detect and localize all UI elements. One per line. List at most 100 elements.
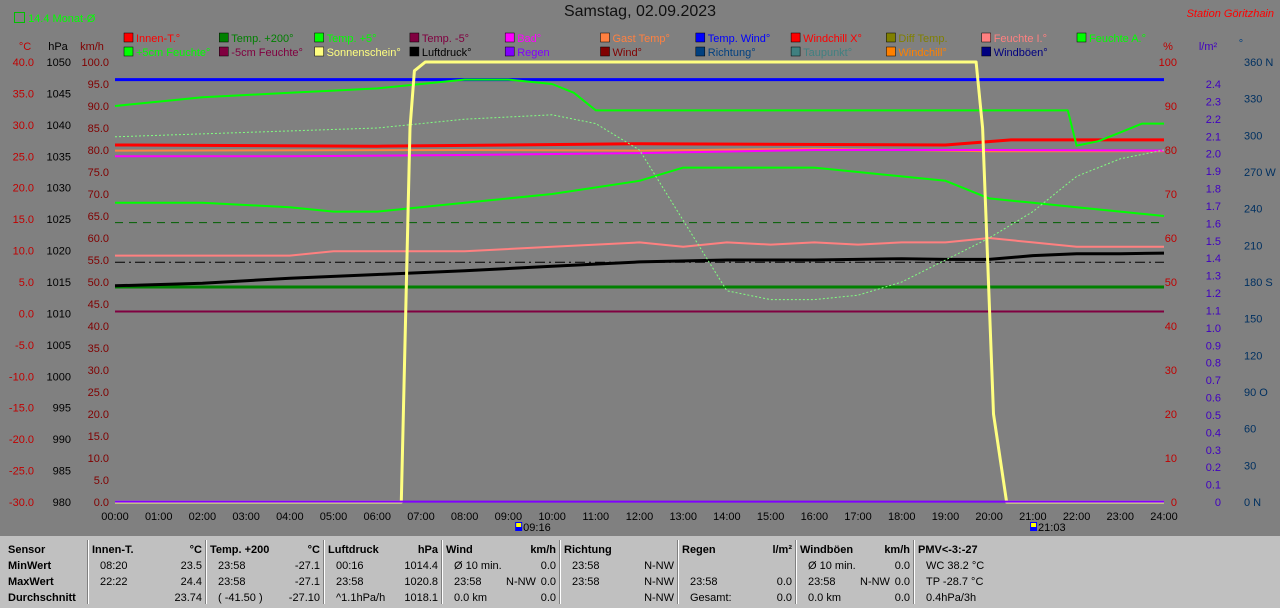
pct-tick: 100 <box>1159 57 1177 69</box>
legend-swatch <box>219 46 229 57</box>
time-tick: 23:00 <box>1107 511 1135 523</box>
footer-time: ^1.1hPa/h <box>336 592 386 604</box>
time-tick: 16:00 <box>801 511 829 523</box>
hpa-tick: 1035 <box>47 151 71 163</box>
axes: °C hPa km/h% l/m² ° 40.0 35.0 30.0 25.0 20.0 15.0 1… <box>9 38 1276 534</box>
footer-value: 0.0 <box>894 576 910 588</box>
temp-tick: 25.0 <box>13 151 34 163</box>
footer-value: 0.0 <box>540 560 556 572</box>
footer-block-title: Wind <box>446 544 473 556</box>
kmh-unit: km/h <box>80 41 104 53</box>
legend-label: Windchill° <box>898 47 946 59</box>
deg-tick: 360 N <box>1244 57 1273 69</box>
rain-tick: 0.8 <box>1206 358 1221 370</box>
footer-time: 0.0 km <box>808 592 842 604</box>
station-name: Station Göritzhain <box>1186 8 1274 20</box>
pct-tick: 70 <box>1165 189 1177 201</box>
temp-tick: 15.0 <box>13 214 34 226</box>
legend-label: Wind° <box>613 47 642 59</box>
legend-label: Temp. +200° <box>231 33 293 45</box>
hpa-tick: 1015 <box>47 277 71 289</box>
hpa-tick: 990 <box>53 434 71 446</box>
footer-separator <box>441 540 443 604</box>
sun-time-label: 09:16 <box>523 522 551 534</box>
rain-tick: 2.3 <box>1206 96 1221 108</box>
rain-tick: 2.0 <box>1206 149 1221 161</box>
footer-time: 00:16 <box>336 560 364 572</box>
deg-tick: 300 <box>1244 130 1262 142</box>
legend-swatch <box>314 46 324 57</box>
footer-value: 1018.1 <box>404 592 438 604</box>
footer-value: -27.10 <box>288 592 320 604</box>
kmh-tick: 45.0 <box>88 299 109 311</box>
rain-tick: 1.9 <box>1206 166 1221 178</box>
footer-block-title: Regen <box>682 544 716 556</box>
footer-value: N-NW <box>644 576 674 588</box>
checkbox-icon[interactable] <box>14 12 25 23</box>
footer-time: Gesamt: <box>690 592 732 604</box>
footer-time: 08:20 <box>100 560 128 572</box>
legend-label: -5cm Feuchte° <box>231 47 303 59</box>
legend-label: +5cm Feuchte° <box>136 47 210 59</box>
footer-time: 23:58 <box>454 576 482 588</box>
deg-tick: 150 <box>1244 314 1262 326</box>
time-tick: 10:00 <box>538 511 566 523</box>
legend-label: Richtung° <box>708 47 756 59</box>
kmh-tick: 30.0 <box>88 365 109 377</box>
legend-label: Diff Temp. <box>898 33 947 45</box>
footer-separator <box>205 540 207 604</box>
footer-value: 23.74 <box>174 592 202 604</box>
footer-value: 0.0 <box>894 592 910 604</box>
rain-tick: 1.3 <box>1206 271 1221 283</box>
footer-separator <box>87 540 89 604</box>
footer-separator <box>677 540 679 604</box>
footer-separator <box>913 540 915 604</box>
footer-block-unit: °C <box>189 544 202 556</box>
footer-time: WC 38.2 °C <box>926 560 985 572</box>
rain-tick: 0.1 <box>1206 480 1221 492</box>
deg-tick: 0 N <box>1244 497 1261 509</box>
series-line-taupunkt- <box>114 114 1165 301</box>
rain-tick: 0 <box>1215 497 1221 509</box>
time-tick: 13:00 <box>669 511 697 523</box>
kmh-tick: 100.0 <box>81 57 109 69</box>
sun-time-label: 21:03 <box>1038 522 1066 534</box>
rain-tick: 1.1 <box>1206 305 1221 317</box>
footer-direction: N-NW <box>860 576 890 588</box>
time-tick: 11:00 <box>582 511 609 523</box>
deg-tick: 120 <box>1244 350 1262 362</box>
legend-label: Bad° <box>517 33 541 45</box>
footer-separator <box>795 540 797 604</box>
time-tick: 05:00 <box>320 511 348 523</box>
hpa-tick: 1025 <box>47 214 71 226</box>
row-label: Durchschnitt <box>8 592 76 604</box>
footer-value: 23.5 <box>180 560 202 572</box>
legend-label: Feuchte A.° <box>1089 33 1146 45</box>
rain-tick: 1.8 <box>1206 184 1221 196</box>
page-title: Samstag, 02.09.2023 <box>563 3 717 20</box>
footer-time: TP -28.7 °C <box>926 576 984 588</box>
pct-tick: 80 <box>1165 145 1177 157</box>
kmh-tick: 10.0 <box>88 453 109 465</box>
rain-tick: 1.5 <box>1206 236 1221 248</box>
temp-tick: 0.0 <box>19 308 34 320</box>
kmh-tick: 0.0 <box>94 497 109 509</box>
footer-time: 23:58 <box>572 560 600 572</box>
hpa-tick: 1010 <box>47 308 71 320</box>
legend-label: Feuchte I.° <box>994 33 1047 45</box>
time-tick: 00:00 <box>101 511 129 523</box>
legend-label: Luftdruck° <box>422 47 472 59</box>
legend-label: Sonnenschein° <box>327 47 401 59</box>
legend-label: Windböen° <box>994 47 1048 59</box>
deg-tick: 30 <box>1244 460 1256 472</box>
legend-swatch <box>504 32 515 43</box>
footer-time: ( -41.50 ) <box>218 592 263 604</box>
footer-block-title: Richtung <box>564 544 612 556</box>
rain-tick: 0.4 <box>1206 427 1221 439</box>
temp-tick: 20.0 <box>13 183 34 195</box>
series-line-gast-temp- <box>114 147 1164 153</box>
time-tick: 03:00 <box>232 511 260 523</box>
footer-value: N-NW <box>644 592 674 604</box>
legend-swatch <box>314 32 324 43</box>
legend: Innen-T.° Temp. +200° Temp. +5° Temp. -5° Ba… <box>123 32 1146 59</box>
